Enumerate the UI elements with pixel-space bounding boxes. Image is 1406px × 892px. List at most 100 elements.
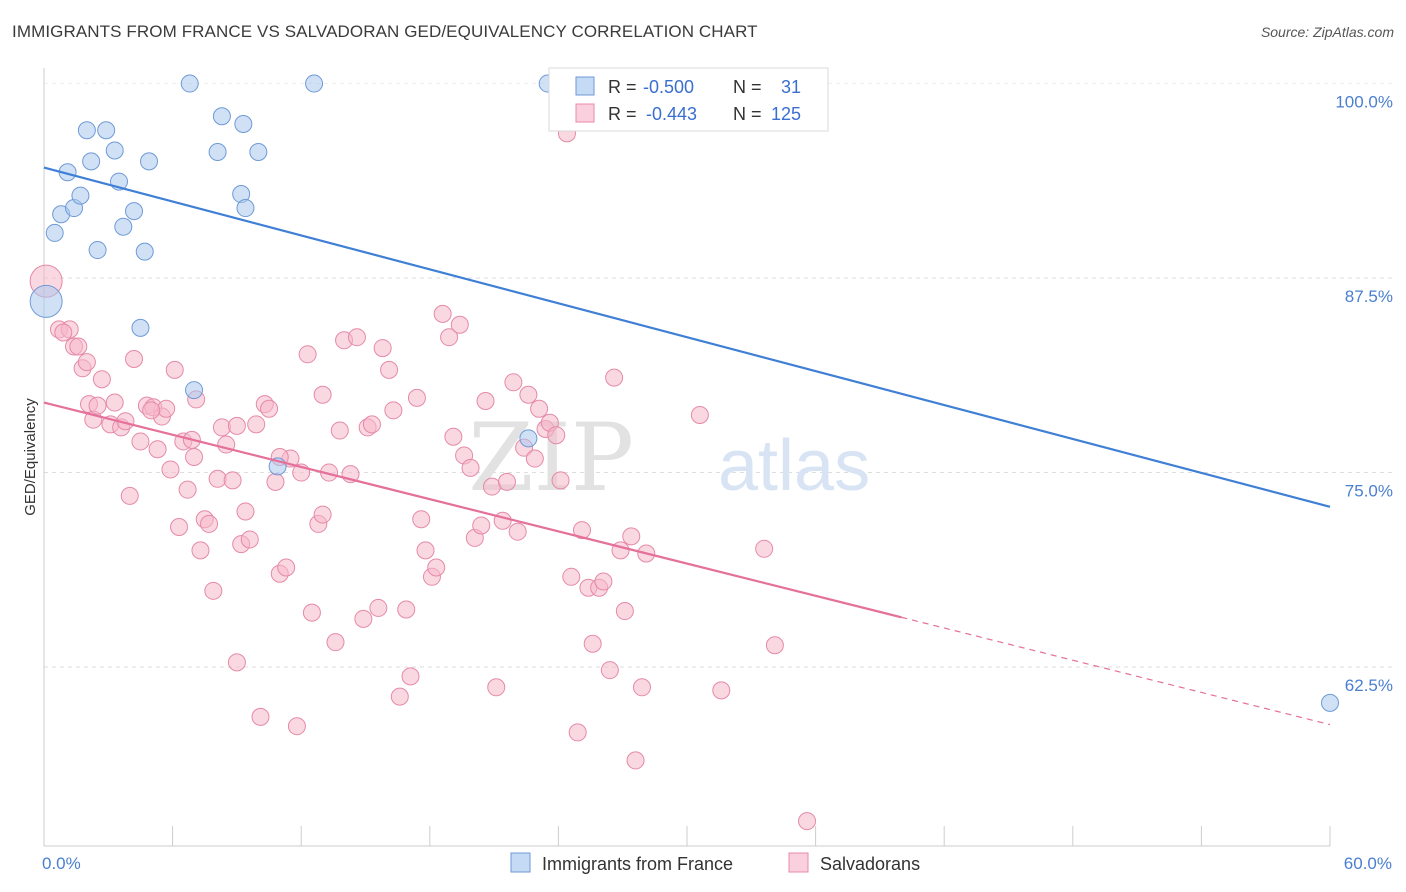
point-salvadorans bbox=[632, 678, 651, 697]
legend-r-label-salvadorans: R = bbox=[608, 104, 637, 124]
point-france bbox=[125, 202, 144, 221]
bottom-legend-swatch-france bbox=[510, 852, 531, 873]
point-salvadorans bbox=[765, 636, 784, 655]
point-salvadorans bbox=[313, 505, 332, 524]
point-salvadorans bbox=[204, 581, 223, 600]
point-salvadorans bbox=[185, 448, 204, 466]
point-salvadorans bbox=[326, 633, 345, 652]
point-france bbox=[135, 242, 154, 261]
point-salvadorans bbox=[212, 418, 231, 437]
point-salvadorans bbox=[161, 460, 180, 479]
point-salvadorans bbox=[450, 315, 469, 334]
point-salvadorans bbox=[755, 539, 774, 558]
point-salvadorans bbox=[298, 345, 317, 364]
point-salvadorans bbox=[605, 368, 624, 387]
point-salvadorans bbox=[594, 572, 613, 591]
point-salvadorans bbox=[313, 385, 332, 404]
point-salvadorans bbox=[551, 471, 570, 490]
point-salvadorans bbox=[373, 339, 392, 358]
point-france bbox=[82, 152, 101, 171]
point-salvadorans bbox=[354, 609, 373, 628]
point-salvadorans bbox=[208, 469, 227, 488]
gridlines bbox=[44, 83, 1392, 668]
legend-n-label-france: N = bbox=[733, 77, 762, 97]
point-salvadorans bbox=[362, 415, 381, 434]
x-ticks bbox=[43, 826, 1331, 846]
bottom-legend-swatch-salvadorans bbox=[788, 852, 809, 873]
point-salvadorans bbox=[407, 388, 426, 407]
point-salvadorans bbox=[240, 530, 259, 549]
point-salvadorans bbox=[615, 602, 634, 621]
point-salvadorans bbox=[568, 723, 587, 742]
point-france bbox=[1321, 693, 1339, 712]
chart-title: IMMIGRANTS FROM FRANCE VS SALVADORAN GED… bbox=[12, 22, 758, 41]
point-salvadorans bbox=[482, 477, 501, 496]
point-france bbox=[180, 74, 199, 93]
point-salvadorans bbox=[444, 427, 463, 446]
point-salvadorans bbox=[165, 360, 184, 379]
point-france bbox=[208, 143, 227, 162]
point-salvadorans bbox=[92, 370, 111, 389]
point-salvadorans bbox=[525, 449, 544, 468]
point-salvadorans bbox=[125, 349, 144, 368]
point-salvadorans bbox=[384, 401, 403, 420]
point-salvadorans bbox=[142, 401, 161, 420]
point-salvadorans bbox=[77, 353, 96, 372]
legend-n-value-france: 31 bbox=[781, 77, 801, 97]
point-salvadorans bbox=[105, 393, 124, 412]
point-france bbox=[212, 107, 231, 126]
point-salvadorans bbox=[497, 472, 516, 491]
bottom-legend-label-salvadorans: Salvadorans bbox=[820, 854, 920, 874]
point-salvadorans bbox=[401, 667, 420, 686]
bottom-legend-label-france: Immigrants from France bbox=[542, 854, 733, 874]
point-salvadorans bbox=[626, 751, 645, 770]
point-salvadorans bbox=[461, 458, 480, 477]
point-salvadorans bbox=[251, 707, 270, 726]
point-salvadorans bbox=[530, 399, 549, 418]
point-salvadorans bbox=[622, 527, 641, 546]
point-salvadorans bbox=[397, 600, 416, 619]
point-salvadorans bbox=[798, 812, 817, 831]
point-salvadorans bbox=[88, 396, 107, 415]
point-france bbox=[77, 121, 96, 140]
point-salvadorans bbox=[347, 328, 366, 347]
point-france bbox=[105, 141, 124, 160]
y-tick-labels: 62.5% 75.0% 87.5% 100.0% bbox=[1335, 93, 1393, 696]
point-salvadorans bbox=[600, 661, 619, 680]
point-salvadorans bbox=[390, 687, 409, 706]
point-salvadorans bbox=[54, 323, 73, 342]
x-tick-label-min: 0.0% bbox=[42, 854, 81, 873]
point-france bbox=[234, 115, 253, 134]
y-tick-label: 75.0% bbox=[1345, 482, 1393, 501]
trend-lines bbox=[43, 166, 1331, 726]
x-tick-label-max: 60.0% bbox=[1344, 854, 1392, 873]
point-salvadorans bbox=[302, 603, 321, 622]
point-france bbox=[71, 186, 90, 205]
bottom-legend: Immigrants from France Salvadorans bbox=[510, 852, 920, 874]
point-france bbox=[519, 429, 538, 448]
point-salvadorans bbox=[69, 337, 88, 356]
y-tick-label: 62.5% bbox=[1345, 676, 1393, 695]
legend-n-label-salvadorans: N = bbox=[733, 104, 762, 124]
point-salvadorans bbox=[476, 391, 495, 410]
point-salvadorans bbox=[519, 385, 538, 404]
point-salvadorans bbox=[547, 426, 566, 445]
point-salvadorans bbox=[191, 541, 210, 560]
chart-source: Source: ZipAtlas.com bbox=[1260, 24, 1394, 40]
trendline-france bbox=[43, 166, 1331, 508]
watermark: ZIP atlas bbox=[468, 404, 870, 513]
point-salvadorans bbox=[508, 522, 527, 541]
legend-box: R = -0.500 N = 31 R = -0.443 N = 125 bbox=[548, 67, 829, 132]
point-salvadorans bbox=[131, 432, 150, 451]
point-france bbox=[305, 74, 324, 93]
point-salvadorans bbox=[287, 717, 306, 736]
point-salvadorans bbox=[412, 510, 431, 529]
series-points bbox=[29, 74, 1339, 831]
point-salvadorans bbox=[440, 328, 459, 347]
legend-swatch-salvadorans bbox=[575, 103, 595, 123]
point-salvadorans bbox=[236, 502, 255, 521]
point-salvadorans bbox=[277, 558, 296, 577]
point-france bbox=[236, 199, 255, 218]
point-salvadorans bbox=[416, 541, 435, 560]
